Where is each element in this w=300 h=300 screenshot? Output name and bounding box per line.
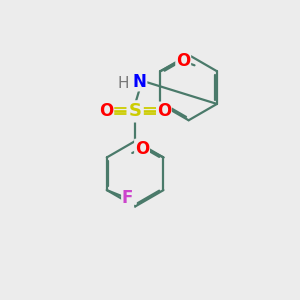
Text: H: H [118,76,129,91]
Text: O: O [157,102,171,120]
Text: O: O [135,140,149,158]
Text: O: O [99,102,113,120]
Text: F: F [122,189,133,207]
Text: N: N [133,73,146,91]
Text: O: O [176,52,190,70]
Text: S: S [129,102,142,120]
